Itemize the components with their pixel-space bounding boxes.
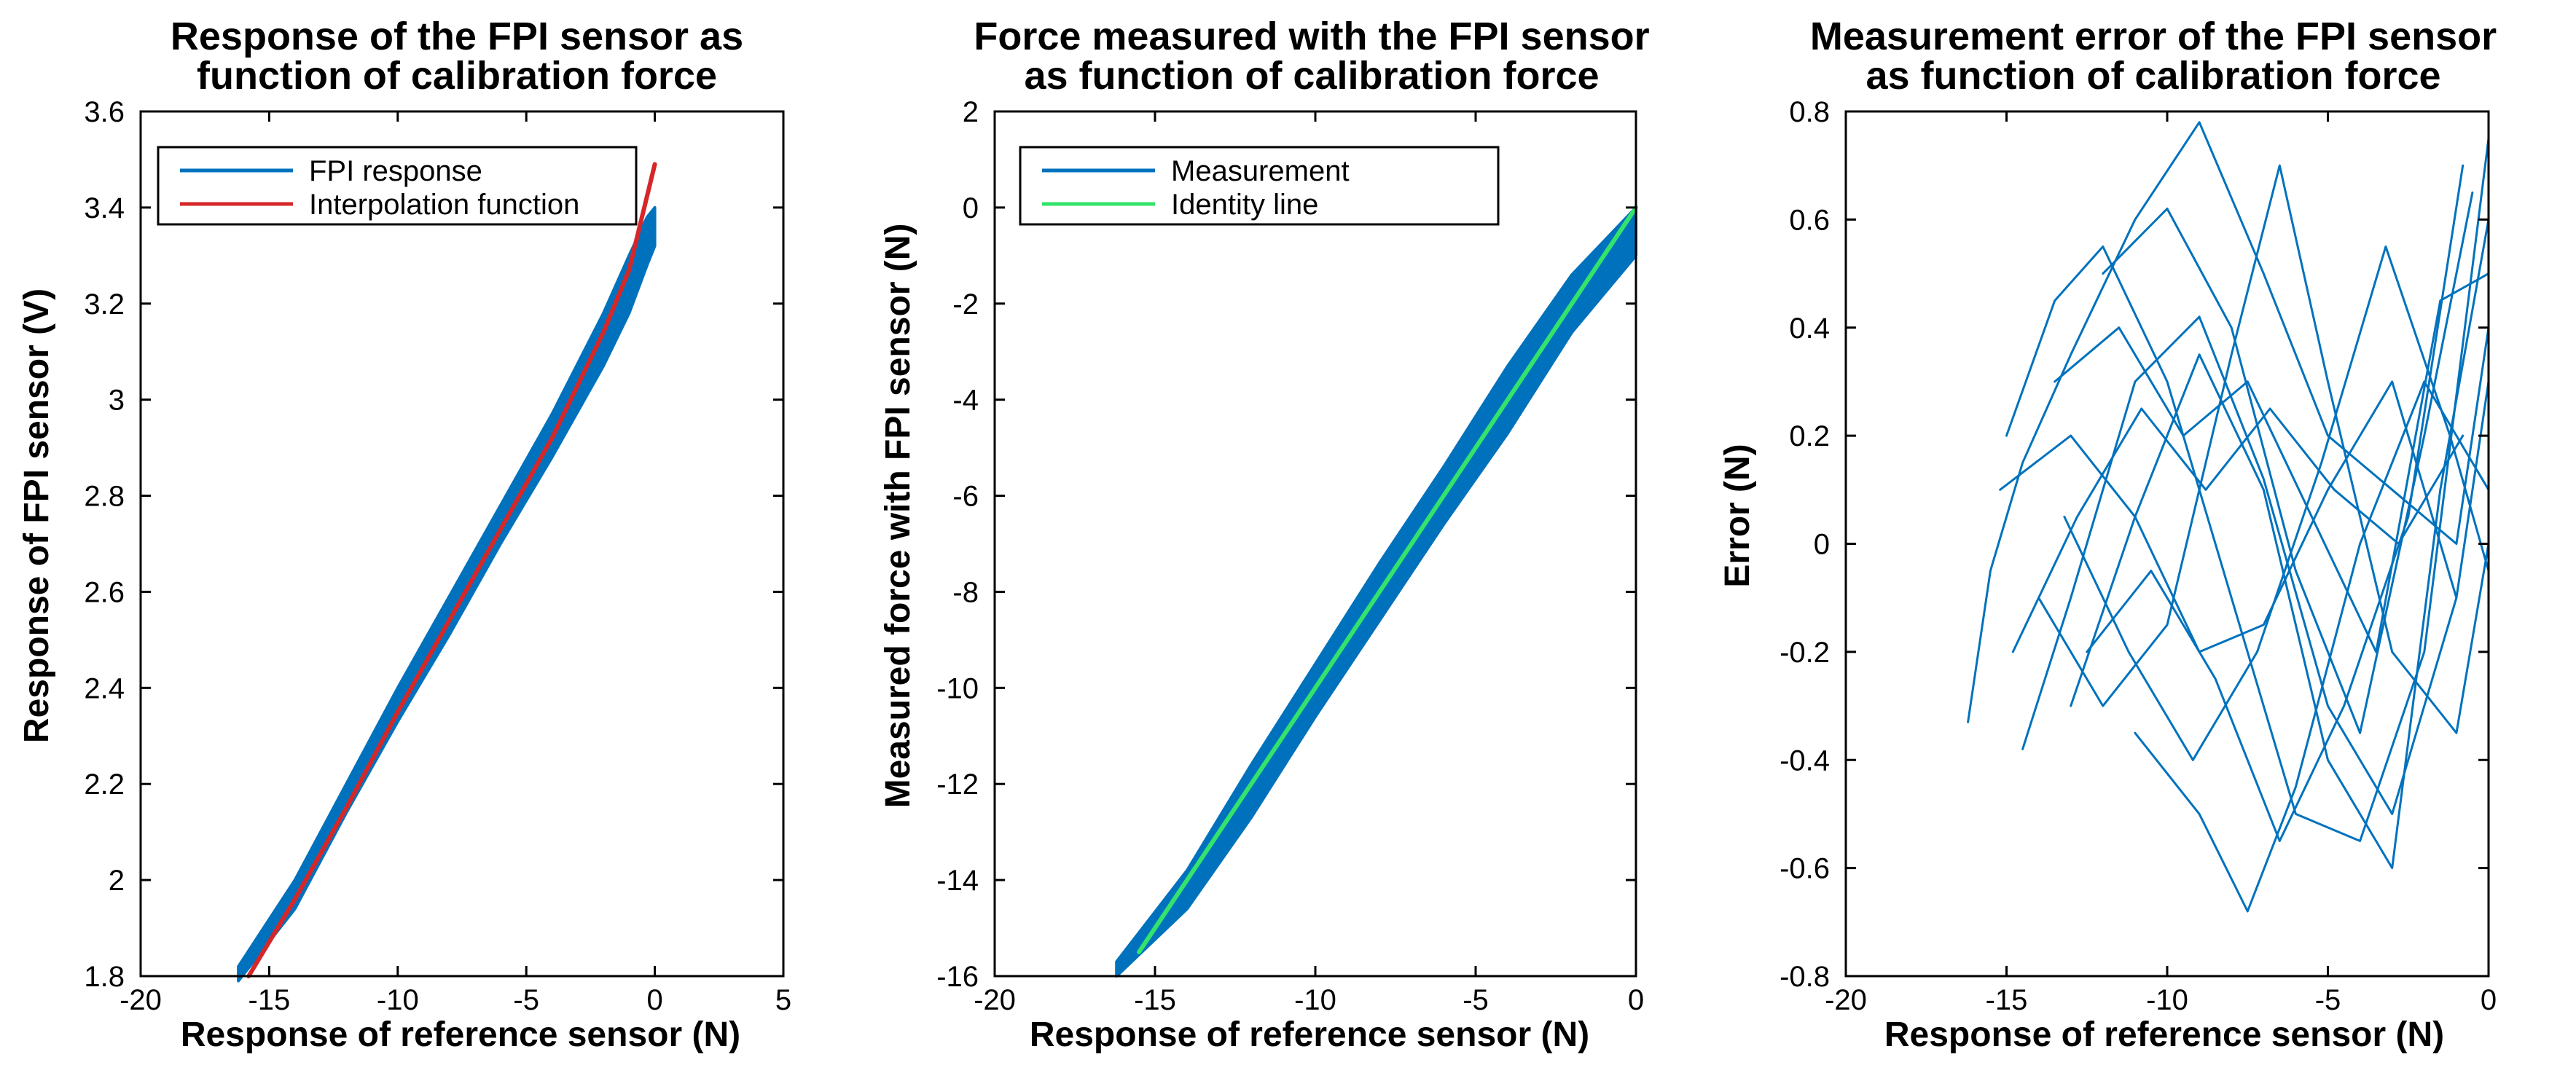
plot-area-frame — [1844, 110, 2490, 978]
chart-title-line-2: as function of calibration force — [1866, 54, 2440, 98]
series-error-trace-6-line — [2102, 191, 2474, 734]
chart-panel-measurement-error: Measurement error of the FPI sensor as f… — [1718, 15, 2497, 1054]
series-error-trace-2-line — [2021, 315, 2490, 815]
series-error-trace-11-line — [2011, 407, 2465, 653]
y-tick-label: 0.2 — [1789, 420, 1830, 452]
series-error-trace-12-line — [2063, 245, 2490, 761]
y-tick-label: 2.2 — [84, 769, 125, 801]
chart-title-line-1: Response of the FPI sensor as — [171, 15, 743, 58]
y-tick-label: 2.4 — [84, 672, 125, 704]
series-fpi-response-band — [237, 205, 657, 983]
series-error-trace-9-line — [2054, 272, 2490, 653]
x-tick-label: -15 — [1134, 984, 1176, 1016]
x-tick-label: 0 — [646, 984, 662, 1016]
series-error-trace-4-line — [2037, 164, 2490, 734]
x-tick-label: -10 — [1294, 984, 1336, 1016]
x-tick-label: -10 — [2146, 984, 2188, 1016]
x-tick-label: -5 — [513, 984, 539, 1016]
x-axis-label: Response of reference sensor (N) — [181, 1015, 740, 1054]
y-tick-label: -0.2 — [1780, 637, 1830, 669]
x-tick-label: -15 — [248, 984, 290, 1016]
y-tick-label: 0.6 — [1789, 204, 1830, 236]
x-tick-label: -15 — [1986, 984, 2028, 1016]
y-axis-label: Response of FPI sensor (V) — [17, 288, 56, 743]
y-tick-label: 2.6 — [84, 576, 125, 608]
y-tick-label: -4 — [952, 385, 979, 417]
y-tick-label: -0.6 — [1780, 853, 1830, 885]
legend-entry-label: FPI response — [309, 155, 482, 187]
y-tick-label: 3.4 — [84, 192, 125, 224]
plot-area-frame — [139, 110, 785, 978]
chart-title-line-2: function of calibration force — [197, 54, 717, 98]
series-identity-line-line — [1137, 205, 1638, 954]
y-tick-label: 2 — [963, 96, 979, 128]
series-error-trace-5-line — [2070, 218, 2490, 870]
x-axis-label: Response of reference sensor (N) — [1884, 1015, 2444, 1054]
x-tick-label: -20 — [1825, 984, 1867, 1016]
y-tick-label: 2 — [109, 865, 125, 897]
legend-box — [157, 146, 638, 226]
chart-panel-fpi-response: Response of the FPI sensor as function o… — [17, 15, 791, 1054]
y-tick-label: 0.4 — [1789, 313, 1830, 345]
y-tick-label: -2 — [952, 288, 979, 321]
x-tick-label: -5 — [1463, 984, 1489, 1016]
plot-area-frame — [993, 110, 1637, 978]
series-error-trace-10-line — [2086, 164, 2465, 842]
legend-entry-label: Measurement — [1171, 155, 1350, 187]
y-tick-label: -6 — [952, 481, 979, 513]
y-axis-label: Measured force with FPI sensor (N) — [879, 224, 917, 809]
y-tick-label: 2.8 — [84, 481, 125, 513]
series-error-trace-8-line — [1999, 380, 2458, 653]
series-error-trace-3-line — [2005, 137, 2490, 842]
series-error-trace-7-line — [2134, 380, 2490, 913]
legend-entry-label: Interpolation function — [309, 189, 579, 221]
y-tick-label: -12 — [936, 769, 979, 801]
x-tick-label: 0 — [2481, 984, 2497, 1016]
chart-title-line-1: Measurement error of the FPI sensor — [1810, 15, 2497, 58]
series-error-trace-1-line — [1967, 121, 2490, 723]
y-tick-label: 0 — [1814, 529, 1830, 561]
series-interpolation-function-line — [246, 162, 657, 978]
y-tick-label: -0.8 — [1780, 961, 1830, 993]
y-tick-label: 0 — [963, 192, 979, 224]
y-tick-label: 0.8 — [1789, 96, 1830, 128]
y-tick-label: 3.2 — [84, 288, 125, 321]
y-tick-label: -10 — [936, 672, 979, 704]
y-tick-label: -16 — [936, 961, 979, 993]
x-tick-label: -10 — [377, 984, 419, 1016]
x-tick-label: 0 — [1628, 984, 1644, 1016]
y-tick-label: 3 — [109, 385, 125, 417]
x-axis-label: Response of reference sensor (N) — [1030, 1015, 1589, 1054]
legend-box — [1019, 146, 1500, 226]
y-tick-label: 1.8 — [84, 961, 125, 993]
chart-title-line-1: Force measured with the FPI sensor — [974, 15, 1649, 58]
x-tick-label: 5 — [775, 984, 791, 1016]
legend-entry-label: Identity line — [1171, 189, 1318, 221]
y-axis-label: Error (N) — [1718, 444, 1757, 587]
chart-panel-measured-force: Force measured with the FPI sensor as fu… — [879, 15, 1650, 1054]
y-tick-label: -14 — [936, 865, 979, 897]
chart-title-line-2: as function of calibration force — [1024, 54, 1599, 98]
y-tick-label: -8 — [952, 576, 979, 608]
y-tick-label: 3.6 — [84, 96, 125, 128]
x-tick-label: -20 — [120, 984, 162, 1016]
y-tick-label: -0.4 — [1780, 744, 1830, 777]
x-tick-label: -5 — [2315, 984, 2341, 1016]
x-tick-label: -20 — [974, 984, 1016, 1016]
